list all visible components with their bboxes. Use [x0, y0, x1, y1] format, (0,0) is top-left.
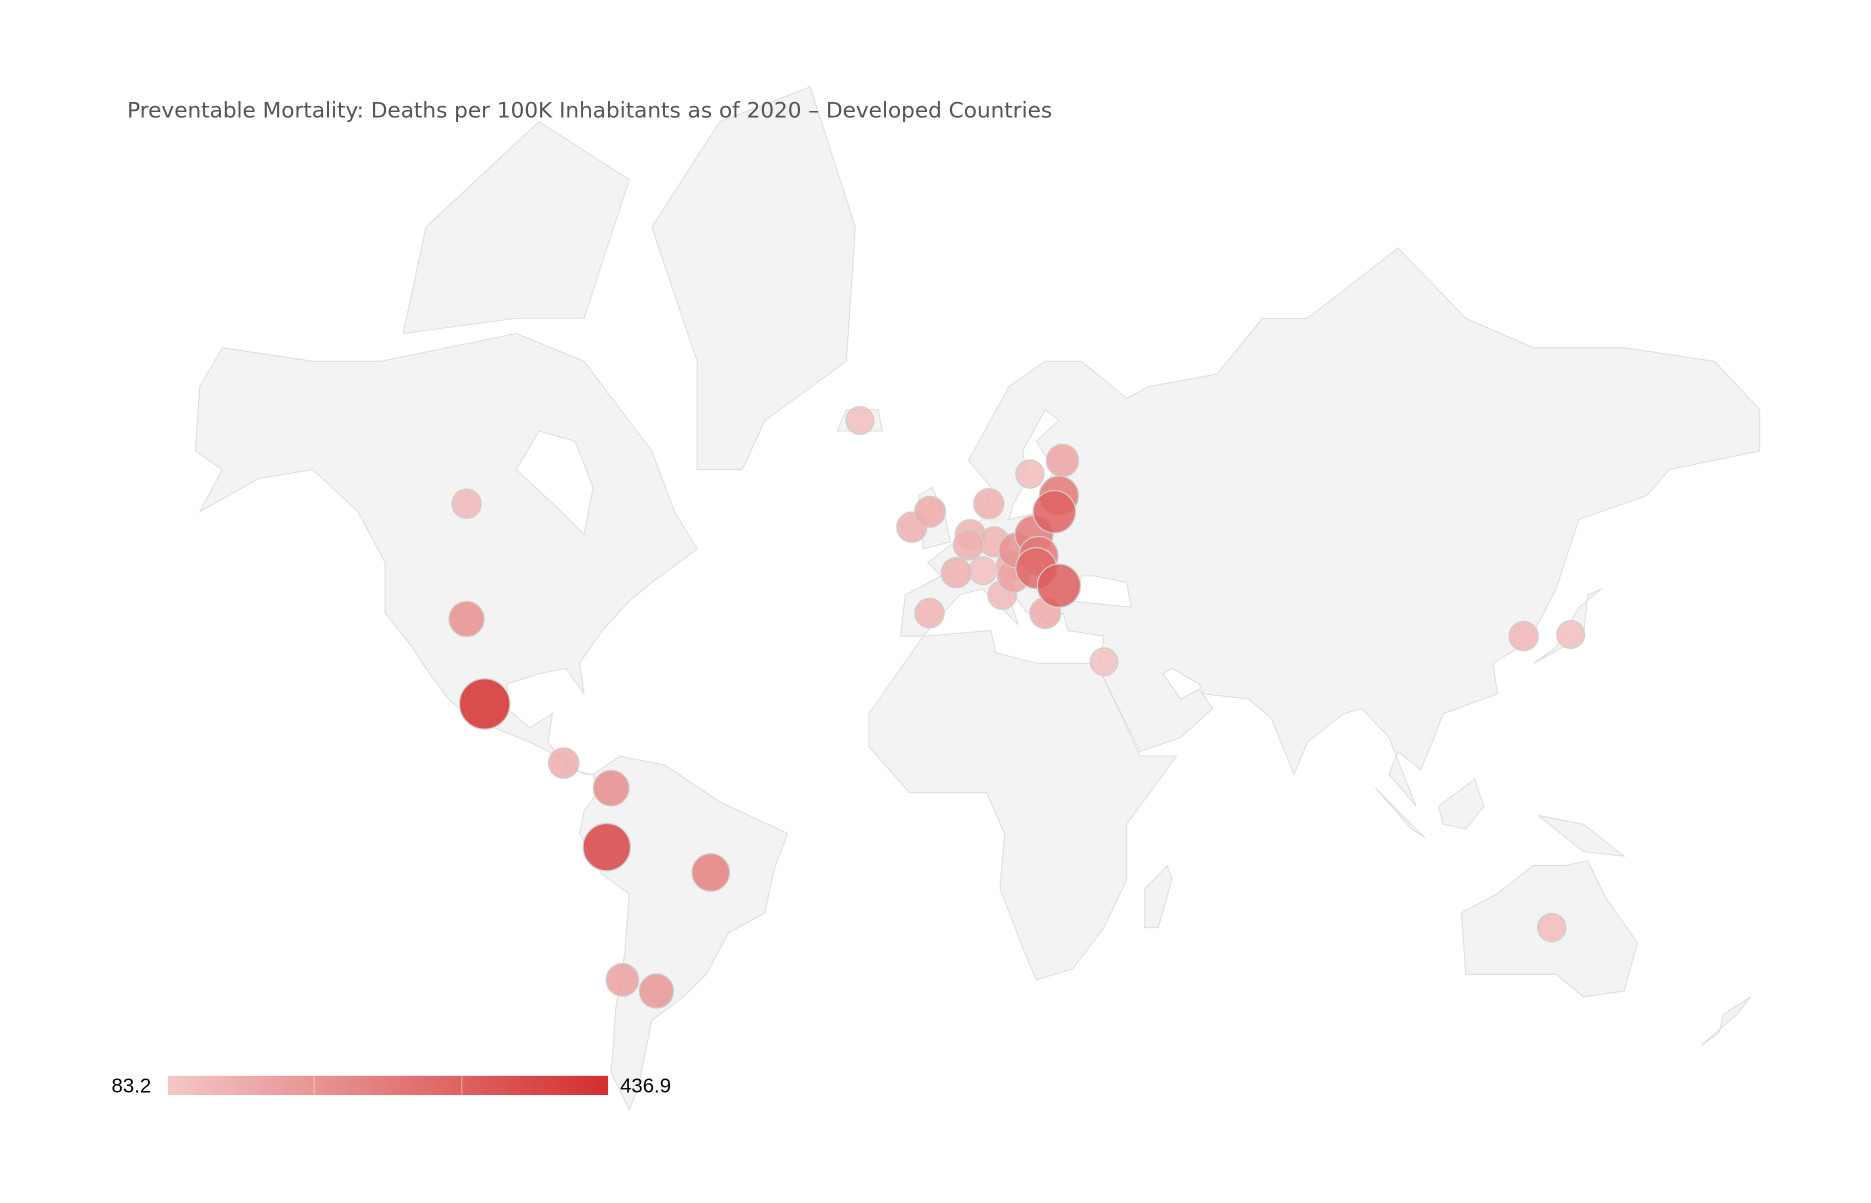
- water-hudson-bay: [515, 430, 594, 536]
- bubble-spain[interactable]: [914, 597, 945, 629]
- bubble-estonia[interactable]: [1045, 443, 1080, 478]
- land-africa: [868, 630, 1178, 981]
- bubble-chile[interactable]: [605, 962, 640, 997]
- map-title: Preventable Mortality: Deaths per 100K I…: [127, 99, 1052, 124]
- bubble-australia[interactable]: [1536, 912, 1567, 943]
- bubble-lithuania[interactable]: [1032, 489, 1077, 534]
- land-sumatra: [1375, 787, 1426, 839]
- land-south-america: [579, 755, 789, 1111]
- bubble-costa-rica[interactable]: [547, 747, 580, 779]
- legend-max-label: 436.9: [620, 1076, 671, 1098]
- bubble-united-states[interactable]: [448, 600, 485, 638]
- bubble-colombia[interactable]: [592, 769, 630, 807]
- bubble-united-kingdom[interactable]: [913, 495, 947, 528]
- bubble-france[interactable]: [940, 557, 972, 589]
- bubble-iceland[interactable]: [845, 406, 875, 436]
- bubble-canada[interactable]: [451, 488, 482, 519]
- land-arctic-islands: [402, 121, 630, 335]
- bubble-argentina[interactable]: [638, 973, 675, 1009]
- bubble-mexico[interactable]: [458, 678, 511, 730]
- bubble-japan[interactable]: [1556, 619, 1586, 649]
- legend-gradient-bar: [167, 1075, 609, 1096]
- bubble-israel[interactable]: [1089, 647, 1119, 677]
- land-madagascar: [1144, 864, 1173, 929]
- land-greenland: [651, 86, 856, 471]
- world-land: [194, 86, 1761, 1111]
- bubble-belgium[interactable]: [952, 529, 985, 561]
- bubble-markers: [448, 406, 1586, 1009]
- legend-min-label: 83.2: [112, 1076, 152, 1098]
- color-legend: 83.2 436.9: [112, 1076, 672, 1098]
- bubble-romania[interactable]: [1036, 563, 1082, 608]
- land-borneo: [1438, 778, 1485, 830]
- bubble-sweden[interactable]: [1015, 459, 1045, 489]
- bubble-south-korea[interactable]: [1508, 620, 1539, 652]
- land-new-guinea: [1537, 814, 1626, 857]
- bubble-switzerland[interactable]: [968, 556, 998, 586]
- land-north-america: [194, 332, 698, 775]
- bubble-denmark[interactable]: [973, 488, 1005, 520]
- bubble-brazil[interactable]: [691, 853, 731, 892]
- land-new-zealand: [1700, 996, 1752, 1047]
- bubble-peru[interactable]: [582, 822, 631, 872]
